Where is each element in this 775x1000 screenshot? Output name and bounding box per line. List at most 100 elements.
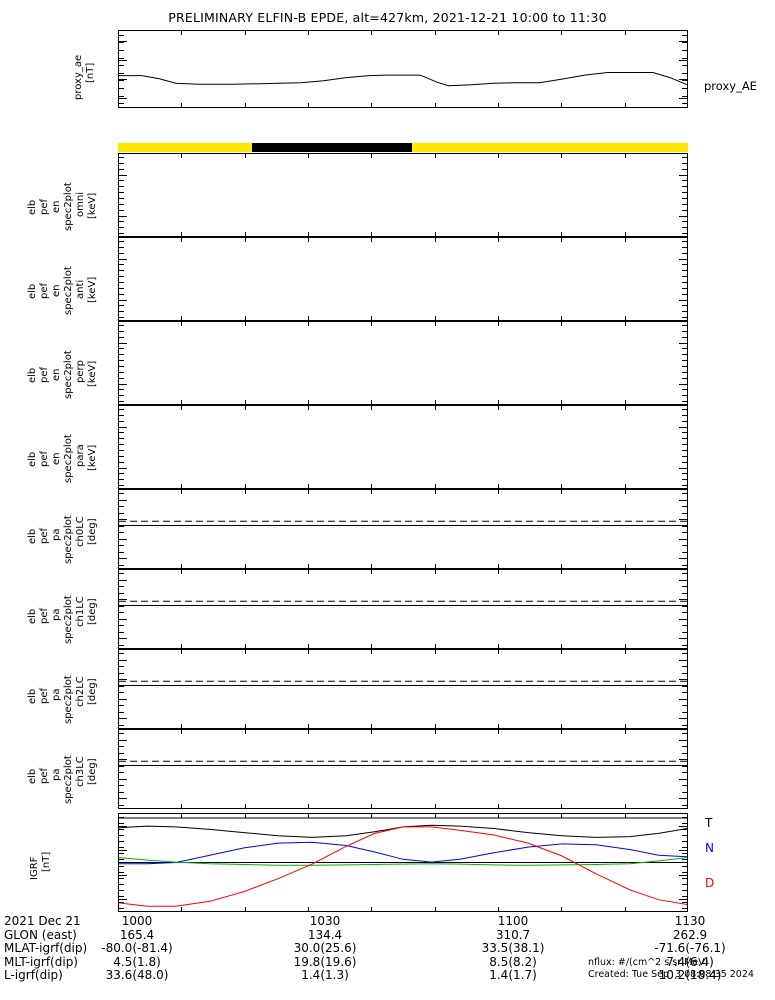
ephemeris-value: 310.7 xyxy=(495,927,531,942)
tick-mark xyxy=(682,592,687,594)
tick-mark xyxy=(682,162,687,164)
tick-mark xyxy=(119,874,127,876)
tick-mark xyxy=(498,814,499,818)
tick-mark xyxy=(498,103,499,107)
science-zone-segment xyxy=(251,143,412,152)
ylabel-line: pef xyxy=(39,282,50,299)
ylabel-line: pef xyxy=(39,450,50,467)
tick-mark xyxy=(244,103,246,107)
tick-mark xyxy=(682,564,687,566)
tick-mark xyxy=(434,730,436,734)
tick-mark xyxy=(561,31,563,35)
tick-mark xyxy=(682,360,687,362)
tick-mark xyxy=(119,791,124,793)
tick-mark xyxy=(679,299,687,301)
tick-mark xyxy=(119,907,124,909)
tick-mark xyxy=(244,730,246,734)
tick-mark xyxy=(119,739,127,741)
tick-mark xyxy=(498,316,499,320)
tick-mark xyxy=(434,724,436,728)
tick-mark xyxy=(498,724,499,728)
tick-mark xyxy=(682,804,687,806)
tick-mark xyxy=(682,859,687,861)
tick-mark xyxy=(682,573,687,575)
ylabel-line: IGRF xyxy=(29,856,40,880)
tick-mark xyxy=(119,685,124,687)
tick-mark xyxy=(561,650,563,654)
panel-en-anti xyxy=(118,237,688,321)
tick-mark xyxy=(682,377,687,379)
ephemeris-value: 10.2(18.4) xyxy=(658,968,722,983)
tick-mark xyxy=(119,759,127,761)
tick-mark xyxy=(119,371,124,373)
tick-mark xyxy=(308,103,309,107)
tick-mark xyxy=(119,532,124,534)
ylabel-line: ch3LC xyxy=(75,756,86,787)
tick-mark xyxy=(679,78,687,80)
tick-mark xyxy=(119,57,124,59)
tick-mark xyxy=(119,564,124,566)
tick-mark xyxy=(434,232,436,236)
tick-mark xyxy=(119,103,124,105)
ylabel-line: spec2plot xyxy=(63,266,74,315)
tick-mark xyxy=(181,406,183,410)
tick-mark xyxy=(682,365,687,367)
tick-mark xyxy=(682,525,687,527)
tick-mark xyxy=(682,354,687,356)
ylabel-line: elb xyxy=(27,283,38,299)
tick-mark xyxy=(682,88,687,89)
tick-mark xyxy=(498,322,499,326)
tick-mark xyxy=(624,103,626,107)
tick-mark xyxy=(119,625,124,627)
tick-mark xyxy=(682,203,687,205)
tick-mark xyxy=(119,558,127,560)
tick-mark xyxy=(119,638,127,640)
tick-mark xyxy=(119,174,127,176)
tick-mark xyxy=(119,765,124,767)
tick-mark xyxy=(308,400,309,404)
tick-mark xyxy=(682,72,687,74)
tick-mark xyxy=(119,354,124,356)
tick-mark xyxy=(682,506,687,508)
tick-mark xyxy=(308,316,309,320)
tick-mark xyxy=(682,877,687,879)
tick-mark xyxy=(119,877,124,879)
ylabel-line: en xyxy=(51,200,62,214)
tick-mark xyxy=(682,408,687,410)
tick-mark xyxy=(181,564,183,568)
tick-mark xyxy=(119,348,124,350)
tick-mark xyxy=(682,281,687,283)
tick-mark xyxy=(682,103,687,105)
tick-mark xyxy=(682,95,687,97)
ephemeris-value: 8.5(8.2) xyxy=(489,954,537,969)
tick-mark xyxy=(682,287,687,289)
tick-mark xyxy=(682,829,687,831)
tick-mark xyxy=(679,778,687,780)
tick-mark xyxy=(371,650,373,654)
ylabel-proxy-ae-unit: [nT] xyxy=(85,62,96,83)
tick-mark xyxy=(434,400,436,404)
pa-ch2lc-plot-area xyxy=(119,650,687,728)
tick-mark xyxy=(119,605,124,607)
tick-mark xyxy=(181,316,183,320)
ylabel-line: pa xyxy=(51,688,62,701)
ylabel-line: pef xyxy=(39,767,50,784)
tick-mark xyxy=(119,227,124,229)
tick-mark xyxy=(119,798,127,800)
tick-mark xyxy=(682,252,687,254)
tick-mark xyxy=(679,467,687,469)
tick-mark xyxy=(679,40,687,42)
tick-mark xyxy=(682,461,687,463)
tick-mark xyxy=(434,484,436,488)
tick-mark xyxy=(682,293,687,295)
tick-mark xyxy=(371,232,373,236)
tick-mark xyxy=(682,264,687,266)
tick-mark xyxy=(119,42,124,44)
tick-mark xyxy=(119,72,124,74)
tick-mark xyxy=(682,883,687,885)
tick-mark xyxy=(434,570,436,574)
ylabel-line: spec2plot xyxy=(63,182,74,231)
tick-mark xyxy=(119,525,124,527)
tick-mark xyxy=(624,570,626,574)
